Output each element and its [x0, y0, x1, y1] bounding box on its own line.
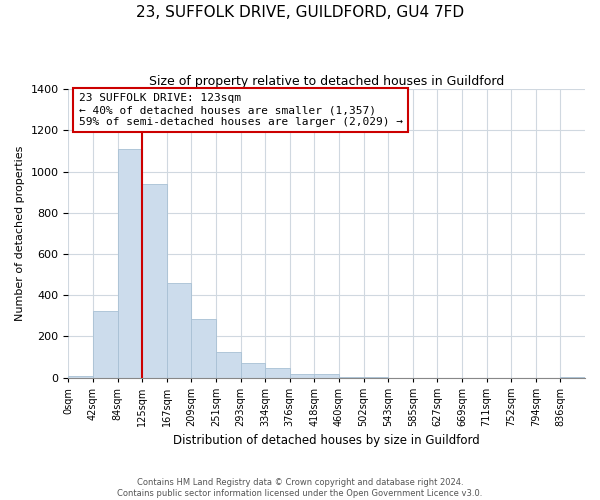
Bar: [364, 376, 388, 378]
Bar: [314, 374, 339, 378]
Bar: [241, 363, 265, 378]
Bar: [560, 377, 585, 378]
Bar: [216, 352, 241, 378]
Text: 23 SUFFOLK DRIVE: 123sqm
← 40% of detached houses are smaller (1,357)
59% of sem: 23 SUFFOLK DRIVE: 123sqm ← 40% of detach…: [79, 94, 403, 126]
Bar: [290, 374, 314, 378]
Text: 23, SUFFOLK DRIVE, GUILDFORD, GU4 7FD: 23, SUFFOLK DRIVE, GUILDFORD, GU4 7FD: [136, 5, 464, 20]
Bar: [68, 376, 93, 378]
Y-axis label: Number of detached properties: Number of detached properties: [15, 146, 25, 321]
Bar: [265, 368, 290, 378]
Text: Contains HM Land Registry data © Crown copyright and database right 2024.
Contai: Contains HM Land Registry data © Crown c…: [118, 478, 482, 498]
Bar: [142, 184, 167, 378]
Bar: [93, 310, 118, 378]
Bar: [167, 283, 191, 378]
Bar: [118, 149, 142, 378]
Bar: [191, 319, 216, 378]
Title: Size of property relative to detached houses in Guildford: Size of property relative to detached ho…: [149, 75, 505, 88]
X-axis label: Distribution of detached houses by size in Guildford: Distribution of detached houses by size …: [173, 434, 480, 448]
Bar: [339, 376, 364, 378]
